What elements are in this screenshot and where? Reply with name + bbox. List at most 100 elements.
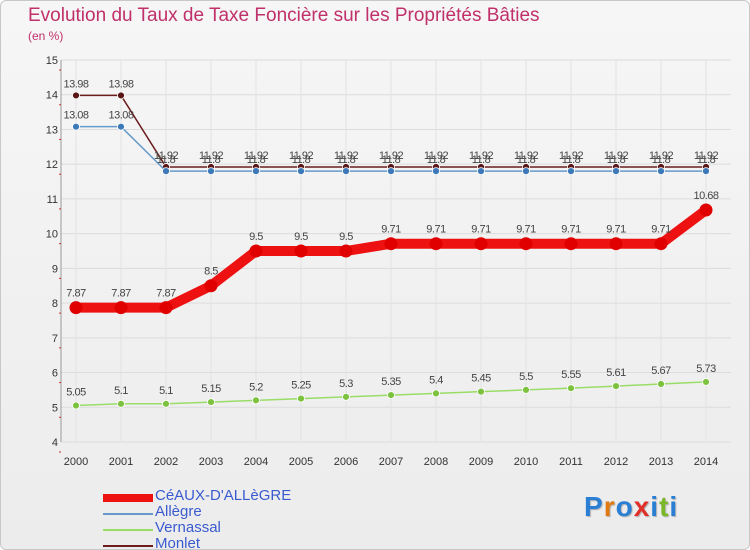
- y-tick-label: 6: [52, 368, 58, 380]
- data-label: 5.61: [606, 367, 626, 379]
- x-tick-label: 2010: [514, 456, 538, 468]
- axes: 4 5 6 7 8 9 10 11 12 13 14 15 2000 2001 2002 2003 2004 20…: [46, 55, 718, 468]
- data-label: 11.92: [289, 150, 314, 162]
- data-point: [519, 237, 533, 251]
- data-label: 5.67: [651, 365, 671, 377]
- data-label: 5.15: [201, 383, 221, 395]
- y-tick-label: 14: [46, 90, 58, 102]
- data-label: 9.5: [339, 231, 353, 243]
- y-tick-label: 8: [52, 298, 58, 310]
- data-point: [567, 384, 575, 393]
- x-tick-label: 2009: [469, 456, 493, 468]
- x-tick-label: 2007: [379, 456, 403, 468]
- data-point: [609, 237, 623, 251]
- data-label: 5.45: [471, 373, 491, 385]
- data-label: 5.5: [519, 371, 533, 383]
- data-label: 11.8: [292, 154, 311, 166]
- y-tick-label: 15: [46, 55, 58, 67]
- data-point: [342, 392, 350, 401]
- data-label: 5.2: [249, 381, 263, 393]
- legend-label-monlet: Monlet: [155, 535, 201, 550]
- x-tick-label: 2013: [649, 456, 673, 468]
- data-label: 5.3: [339, 378, 353, 390]
- data-point: [207, 167, 215, 176]
- data-point: [522, 386, 530, 394]
- data-label: 11.92: [649, 150, 674, 162]
- data-label: 11.92: [334, 150, 359, 162]
- data-point: [207, 398, 215, 406]
- data-point: [702, 167, 710, 176]
- data-label: 5.05: [66, 387, 86, 399]
- data-label: 7.87: [111, 288, 131, 300]
- logo-letter: i: [650, 491, 660, 522]
- grid: [61, 59, 731, 443]
- x-tick-label: 2008: [424, 456, 448, 468]
- data-point: [384, 237, 398, 251]
- data-point: [339, 244, 353, 258]
- data-label: 5.25: [291, 380, 311, 392]
- data-label: 11.92: [379, 150, 404, 162]
- data-label: 10.68: [693, 190, 718, 202]
- x-tick-label: 2003: [199, 456, 223, 468]
- data-label: 11.92: [604, 150, 629, 162]
- data-label: 11.8: [607, 154, 626, 166]
- y-tick-label: 9: [52, 263, 58, 275]
- data-point: [72, 91, 80, 100]
- data-point: [564, 237, 578, 251]
- data-label: 11.8: [652, 154, 671, 166]
- legend-swatch-monlet: [103, 545, 153, 547]
- data-label: 11.92: [424, 150, 449, 162]
- data-point: [474, 237, 488, 251]
- data-point: [252, 167, 260, 176]
- data-point: [159, 301, 173, 315]
- data-label: 9.71: [651, 224, 671, 236]
- data-label: 9.71: [606, 224, 626, 236]
- data-point: [117, 122, 125, 131]
- data-point: [72, 401, 80, 410]
- data-label: 13.08: [108, 110, 133, 122]
- data-point: [162, 167, 170, 176]
- data-label: 5.35: [381, 376, 401, 388]
- data-label: 13.98: [63, 78, 88, 90]
- legend-swatch-ceaux: [103, 494, 153, 502]
- data-point: [612, 167, 620, 176]
- proxiti-logo: Proxiti: [584, 491, 678, 523]
- data-label: 9.5: [249, 231, 263, 243]
- data-label: 11.92: [154, 150, 179, 162]
- x-tick-label: 2012: [604, 456, 628, 468]
- data-label: 13.08: [63, 110, 88, 122]
- data-point: [654, 237, 668, 251]
- data-point: [204, 279, 218, 293]
- x-tick-label: 2001: [109, 456, 133, 468]
- logo-letter: t: [659, 491, 670, 522]
- legend-swatch-vernassal: [103, 529, 153, 531]
- data-label: 9.71: [381, 224, 401, 236]
- data-label: 7.87: [156, 288, 176, 300]
- x-tick-label: 2014: [694, 456, 718, 468]
- legend-swatch-allegre: [103, 513, 153, 515]
- logo-letter: r: [603, 491, 616, 522]
- y-tick-label: 5: [52, 402, 58, 414]
- data-label: 11.92: [559, 150, 584, 162]
- data-point: [699, 203, 713, 217]
- series: [69, 91, 713, 410]
- data-point: [252, 396, 260, 405]
- data-point: [432, 389, 440, 398]
- data-label: 9.71: [471, 224, 491, 236]
- x-tick-label: 2006: [334, 456, 358, 468]
- logo-letter: x: [633, 491, 651, 522]
- chart-unit-label: (en %): [28, 29, 64, 43]
- data-point: [657, 380, 665, 388]
- data-label: 11.8: [157, 154, 176, 166]
- data-label: 8.5: [204, 266, 218, 278]
- data-label: 11.8: [337, 154, 356, 166]
- data-point: [162, 399, 170, 408]
- data-label: 11.8: [202, 154, 221, 166]
- data-label: 7.87: [66, 288, 86, 300]
- data-label: 11.92: [694, 150, 719, 162]
- data-label: 9.5: [294, 231, 308, 243]
- data-label: 11.8: [247, 154, 266, 166]
- data-label: 9.71: [426, 224, 446, 236]
- data-point: [657, 167, 665, 176]
